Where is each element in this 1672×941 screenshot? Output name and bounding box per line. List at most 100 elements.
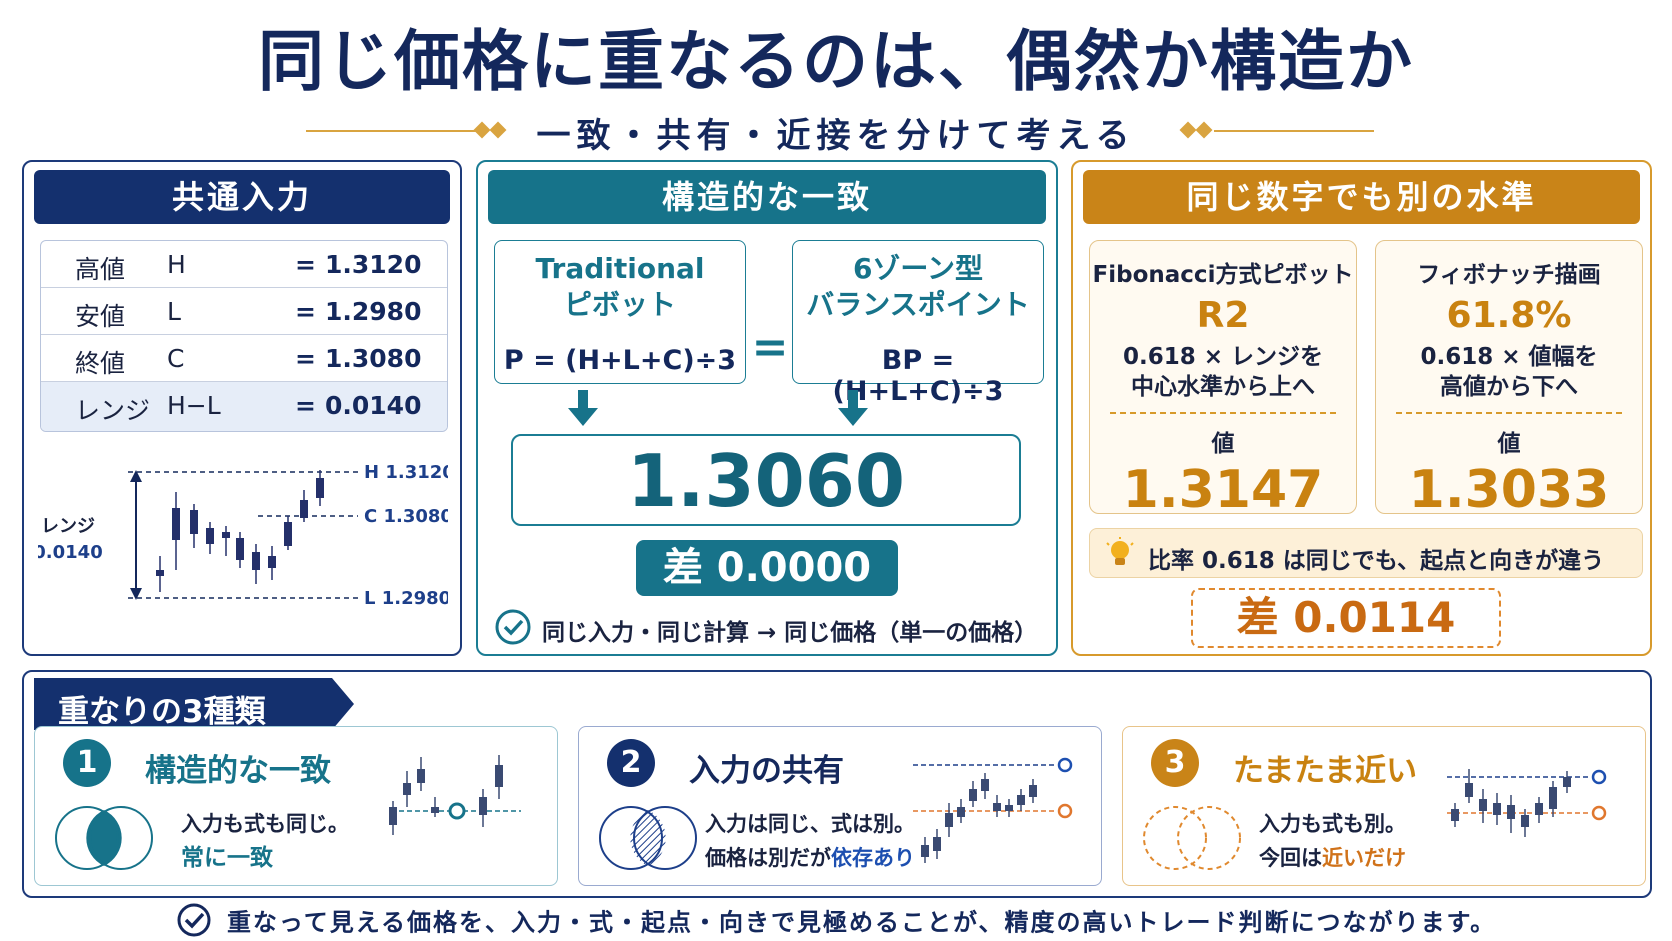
bp-formula: BP = (H+L+C)÷3 [832,345,1004,407]
card-value: 1.3033 [1408,460,1610,520]
shared-input-mini-chart [913,757,1073,863]
input-table: 高値 H = 1.3120 安値 L = 1.2980 終値 C = 1.308… [40,240,448,432]
card-desc-line2: 中心水準から上へ [1131,374,1315,400]
candle-body [156,570,164,576]
row-equals: = [295,297,316,326]
panel-heading: 共通入力 [34,170,450,224]
candle-body [1005,805,1013,811]
type-description: 入力も式も別。 今回は近いだけ [1259,807,1406,875]
candle-body [1451,809,1459,821]
type-number: 1 [63,739,111,787]
arrow-down-icon [568,390,598,426]
l-level-label: L 1.2980 [364,588,448,609]
table-row: 高値 H = 1.3120 [41,241,447,288]
card-desc-line1: 0.618 × レンジを [1122,344,1324,370]
range-arrow-down [130,588,142,600]
candle-body [1563,777,1571,787]
type-desc-highlight: 常に一致 [181,845,273,871]
row-label: 終値 [75,349,126,378]
candle-body [495,765,503,787]
candle-body [1549,787,1557,809]
type-title: 構造的な一致 [145,753,331,789]
arrow-down-icon [838,390,868,426]
formula-title: Traditional ピボット [495,251,745,323]
panel-common-inputs: 共通入力 高値 H = 1.3120 安値 L = 1.2980 終値 C = … [22,160,462,656]
overlap-types-heading: 重なりの3種類 [34,678,354,730]
type-description: 入力は同じ、式は別。 価格は別だが依存あり [705,807,915,875]
row-value: 1.2980 [325,297,422,326]
candle-body [1479,799,1487,811]
venn-dashed-icon [1143,806,1241,870]
traditional-pivot-box: Traditional ピボット P = (H+L+C)÷3 [494,240,746,384]
check-circle-icon [177,903,211,937]
structural-mini-chart [389,755,521,835]
candle-body [252,552,260,570]
panel-heading: 構造的な一致 [488,170,1046,224]
type-description: 入力も式も同じ。 常に一致 [181,807,349,875]
level-marker-orange [1057,803,1073,819]
formula-title-line1: Traditional [535,252,705,285]
candle-body [1493,803,1501,815]
range-arrow-up [130,470,142,482]
candle-body [1535,803,1543,815]
card-desc-line1: 0.618 × 値幅を [1420,344,1598,370]
ratio-note: 比率 0.618 は同じでも、起点と向きが違う [1089,528,1643,578]
table-row: 終値 C = 1.3080 [41,335,447,382]
level-marker-orange [1591,805,1607,821]
candle-body [284,522,292,546]
level-marker-blue [1591,769,1607,785]
table-row: 安値 L = 1.2980 [41,288,447,335]
table-row: レンジ H−L = 0.0140 [41,382,447,431]
equals-sign: = [751,322,789,373]
match-point [448,802,466,820]
heading-banner [34,678,354,730]
candle-body [969,789,977,801]
footer-text: 重なって見える価格を、入力・式・起点・向きで見極めることが、精度の高いトレード判… [226,908,1497,937]
venn-hatched-icon [599,806,697,870]
card-value-label: 値 [1497,431,1521,457]
pivot-formula: P = (H+L+C)÷3 [503,345,737,376]
page-subtitle: 一致・共有・近接を分けて考える [536,116,1136,156]
row-symbol: H [167,250,186,279]
type-desc-line1: 入力も式も別。 [1259,812,1406,836]
card-description: 0.618 × レンジを 中心水準から上へ [1090,342,1356,402]
type-desc-highlight: 近いだけ [1322,846,1406,870]
row-symbol: C [167,344,185,373]
candle-body [316,478,324,498]
formula-title-line1: 6ゾーン型 [852,252,984,285]
type-desc-line2: 価格は別だが依存あり [705,841,915,875]
check-circle-icon [495,609,531,645]
candlestick-illustration: レンジ 0.0140 H 1.3120 C 1.3080 L 1.2980 [38,462,448,609]
type-desc-line1: 入力は同じ、式は別。 [705,812,915,836]
card-title: Fibonacci方式ピボット [1092,262,1354,288]
type-desc-line2a: 価格は別だが [705,846,831,870]
candle-body [206,528,214,544]
candle-body [1029,785,1037,797]
card-description: 0.618 × 値幅を 高値から下へ [1376,342,1642,402]
coincidence-mini-chart [1447,769,1607,837]
c-level-label: C 1.3080 [364,506,448,527]
ornament-line-left [306,130,476,132]
candle-body [1507,805,1515,819]
candle-body [236,538,244,560]
note-text: 同じ入力・同じ計算 → 同じ価格（単一の価格） [542,620,1038,646]
row-symbol: H−L [167,391,221,420]
row-value: 1.3080 [325,344,422,373]
candle-body [957,807,965,817]
fibonacci-pivot-card: Fibonacci方式ピボット R2 0.618 × レンジを 中心水準から上へ… [1089,240,1357,520]
overlap-type-card-coincidence: 3 たまたま近い 入力も式も別。 今回は近いだけ [1122,726,1646,886]
type-desc-line2: 今回は近いだけ [1259,841,1406,875]
subtitle-row: 一致・共有・近接を分けて考える [0,108,1672,156]
footer-note: 重なって見える価格を、入力・式・起点・向きで見極めることが、精度の高いトレード判… [0,902,1672,938]
row-equals: = [295,250,316,279]
pivot-result-value: 1.3060 [511,434,1021,526]
ratio-note-text: 比率 0.618 は同じでも、起点と向きが違う [1148,548,1605,574]
row-symbol: L [167,297,181,326]
type-title: 入力の共有 [689,753,844,789]
candles [1451,769,1571,837]
row-label: レンジ [75,396,151,425]
structural-note: 同じ入力・同じ計算 → 同じ価格（単一の価格） [494,606,1054,646]
row-equals: = [295,344,316,373]
candle-body [268,556,276,568]
card-divider [1110,412,1336,414]
